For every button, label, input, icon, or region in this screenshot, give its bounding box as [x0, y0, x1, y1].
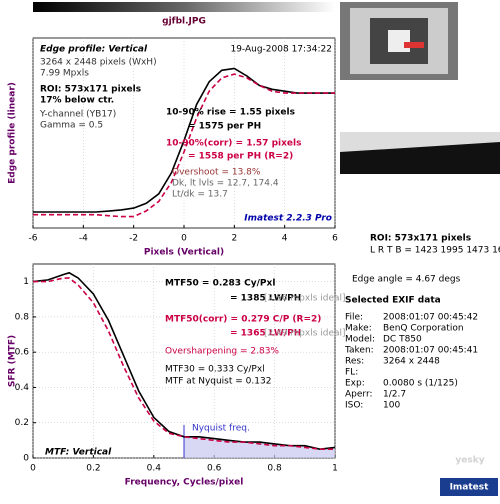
exif-label: ISO:	[345, 401, 363, 411]
annotation: Nyquist freq.	[192, 424, 250, 434]
annotation: MTF30 = 0.333 Cy/Pxl	[165, 365, 265, 375]
watermark: yesky	[455, 456, 484, 466]
y-tick-label: 0.8	[15, 312, 30, 322]
annotation: Gamma = 0.5	[40, 121, 103, 131]
exif-label: Model:	[345, 335, 375, 345]
exif-label: File:	[345, 313, 363, 323]
x-tick-label: 6	[332, 234, 338, 244]
annotation: = 1575 per PH	[188, 122, 261, 132]
x-tick-label: 0	[181, 234, 187, 244]
x-tick-label: 0.8	[267, 464, 282, 474]
exif-title: Selected EXIF data	[345, 296, 441, 306]
annotation: 3264 x 2448 pixels (WxH)	[40, 58, 157, 68]
exif-value: 2008:01:07 00:45:41	[383, 346, 478, 356]
annotation: MTF50(corr) = 0.279 C/P (R=2)	[165, 315, 321, 325]
x-tick-label: -2	[129, 234, 138, 244]
y-tick-label: 1	[23, 277, 29, 287]
annotation: Imatest 2.2.3 Pro	[244, 214, 332, 224]
plot-area	[32, 37, 336, 229]
annotation: = 1385 LW/PH	[230, 294, 301, 304]
annotation: = 1558 per PH (R=2)	[188, 152, 293, 162]
annotation: 10-90%(corr) = 1.57 pixels	[166, 139, 301, 149]
exif-value: 3264 x 2448	[383, 357, 440, 367]
exif-value: BenQ Corporation	[383, 324, 464, 334]
x-axis-label: Frequency, Cycles/pixel	[125, 478, 244, 488]
x-tick-label: 0.4	[147, 464, 162, 474]
roi-coords: L R T B = 1423 1995 1473 1643	[370, 246, 500, 256]
y-tick-label: 0	[23, 454, 29, 464]
annotation: ROI: 573x171 pixels	[40, 85, 141, 95]
annotation: Edge profile: Vertical	[40, 45, 148, 55]
exif-value: 2008:01:07 00:45:42	[383, 313, 478, 323]
chart-title: gjfbl.JPG	[162, 17, 206, 27]
annotation: Dk, lt lvls = 12.7, 174.4	[172, 179, 279, 189]
exif-value: 1/2.7	[383, 390, 406, 400]
annotation: [2.49 mpxls ideal]	[264, 329, 346, 339]
exif-value: 100	[383, 401, 400, 411]
edge-crop	[340, 132, 500, 174]
thumbnail	[340, 2, 458, 80]
nyquist-fill	[184, 436, 335, 458]
series-line	[33, 277, 335, 450]
logo: Imatest	[450, 483, 490, 493]
exif-label: Exp:	[345, 379, 365, 389]
x-axis-label: Pixels (Vertical)	[144, 248, 224, 258]
gradient-bar	[33, 2, 335, 12]
x-tick-label: -4	[79, 234, 88, 244]
exif-label: Aperr:	[345, 390, 373, 400]
exif-label: Taken:	[344, 346, 374, 356]
edge-angle: Edge angle = 4.67 degs	[352, 275, 461, 285]
exif-label: Make:	[345, 324, 372, 334]
annotation: MTF at Nyquist = 0.132	[165, 377, 271, 387]
annotation: Y-channel (YB17)	[39, 110, 116, 120]
annotation: MTF50 = 0.283 Cy/Pxl	[165, 279, 275, 289]
exif-value: DC T850	[383, 335, 422, 345]
x-tick-label: 4	[282, 234, 288, 244]
x-tick-label: 0.2	[86, 464, 100, 474]
annotation: = 1365 LW/PH	[230, 329, 301, 339]
annotation: 19-Aug-2008 17:34:22	[230, 45, 332, 55]
annotation: Lt/dk = 13.7	[172, 190, 228, 200]
y-tick-label: 0.4	[15, 383, 30, 393]
exif-label: Res:	[345, 357, 364, 367]
annotation: 7.99 Mpxls	[40, 69, 89, 79]
exif-label: FL:	[345, 368, 358, 378]
y-axis-label: Edge profile (linear)	[8, 82, 18, 184]
series-line	[33, 73, 335, 218]
y-tick-label: 0.6	[15, 348, 30, 358]
annotation: MTF: Vertical	[45, 448, 112, 458]
x-tick-label: -6	[29, 234, 38, 244]
annotation: Oversharpening = 2.83%	[165, 347, 279, 357]
logo-box	[440, 478, 498, 496]
series-line	[33, 67, 335, 213]
annotation: Overshoot = 13.8%	[172, 168, 261, 178]
x-tick-label: 2	[231, 234, 237, 244]
x-tick-label: 0	[30, 464, 36, 474]
exif-value: 0.0080 s (1/125)	[383, 379, 458, 389]
series-line	[32, 271, 336, 451]
annotation: 17% below ctr.	[40, 96, 114, 106]
x-tick-label: 1	[332, 464, 338, 474]
x-tick-label: 0.6	[207, 464, 222, 474]
y-axis-label: SFR (MTF)	[8, 335, 18, 387]
roi-title: ROI: 573x171 pixels	[370, 234, 471, 244]
annotation: 10-90% rise = 1.55 pixels	[166, 108, 295, 118]
annotation: [2.56 mpxls ideal]	[264, 294, 346, 304]
y-tick-label: 0.2	[15, 418, 29, 428]
